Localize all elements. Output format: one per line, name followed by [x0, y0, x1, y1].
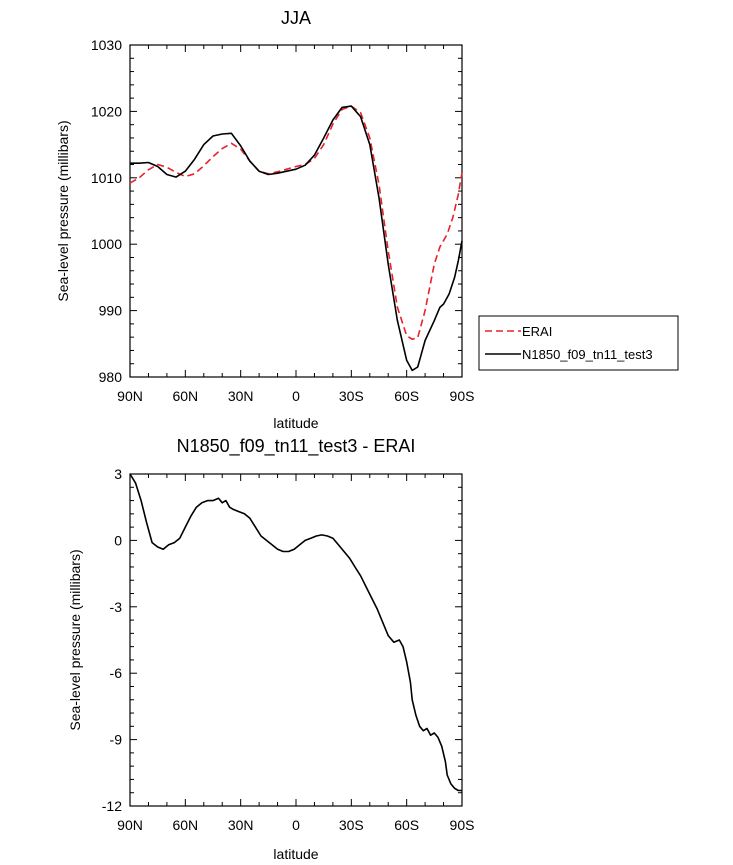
x-axis-label-difference: latitude: [273, 846, 318, 862]
y-tick-label: 1000: [91, 236, 122, 252]
legend-label-model: N1850_f09_tn11_test3: [522, 347, 653, 362]
plot-frame-difference: [129, 473, 463, 807]
x-tick-label: 30S: [339, 817, 364, 833]
plot-frame-jja: [129, 44, 463, 378]
x-tick-label: 90N: [117, 388, 143, 404]
chart-title-jja: JJA: [281, 8, 311, 28]
y-tick-label: -3: [110, 599, 123, 615]
x-tick-label: 30N: [228, 388, 254, 404]
y-tick-label: 990: [99, 303, 123, 319]
y-tick-label: 1020: [91, 103, 122, 119]
y-axis-label-jja: Sea-level pressure (millibars): [55, 120, 71, 301]
series-line-model: [129, 473, 462, 792]
x-tick-label: 90S: [450, 388, 475, 404]
y-tick-label: -9: [110, 732, 123, 748]
x-tick-label: 0: [292, 817, 300, 833]
series-line-model: [130, 105, 463, 372]
y-tick-label: -6: [110, 665, 123, 681]
x-tick-label: 60S: [394, 388, 419, 404]
y-axis-label-difference: Sea-level pressure (millibars): [67, 549, 83, 730]
series-lines-difference: [129, 473, 462, 792]
y-ticks-difference: -12 -9 -6 -3 0 3: [102, 466, 462, 814]
y-tick-label: 0: [114, 532, 122, 548]
x-axis-label-jja: latitude: [273, 415, 318, 431]
series-line-erai: [129, 105, 463, 341]
legend-label-erai: ERAI: [522, 324, 552, 339]
x-tick-label: 30N: [228, 817, 254, 833]
chart-title-difference: N1850_f09_tn11_test3 - ERAI: [177, 436, 416, 457]
x-tick-label: 90N: [117, 817, 143, 833]
y-tick-label: 1030: [91, 37, 122, 53]
legend-box: [478, 315, 679, 371]
x-tick-label: 0: [292, 388, 300, 404]
panel-jja: JJA 90N 60N 30N 0 30S 60S 90S 980 990 1000 1010 10…: [55, 8, 679, 431]
x-ticks-jja: 90N 60N 30N 0 30S 60S 90S: [117, 45, 474, 404]
x-tick-label: 60N: [172, 817, 198, 833]
y-ticks-jja: 980 990 1000 1010 1020 1030: [91, 37, 462, 385]
panel-difference: N1850_f09_tn11_test3 - ERAI 90N 60N 30N 0 30…: [67, 436, 474, 862]
x-ticks-difference: 90N 60N 30N 0 30S 60S 90S: [117, 474, 474, 833]
y-tick-label: 1010: [91, 170, 122, 186]
y-tick-label: 3: [114, 466, 122, 482]
x-tick-label: 90S: [450, 817, 475, 833]
x-tick-label: 60N: [172, 388, 198, 404]
legend: ERAI N1850_f09_tn11_test3: [478, 315, 679, 371]
x-tick-label: 30S: [339, 388, 364, 404]
y-tick-label: -12: [102, 798, 122, 814]
series-lines-jja: [129, 105, 463, 372]
x-tick-label: 60S: [394, 817, 419, 833]
y-tick-label: 980: [99, 369, 123, 385]
